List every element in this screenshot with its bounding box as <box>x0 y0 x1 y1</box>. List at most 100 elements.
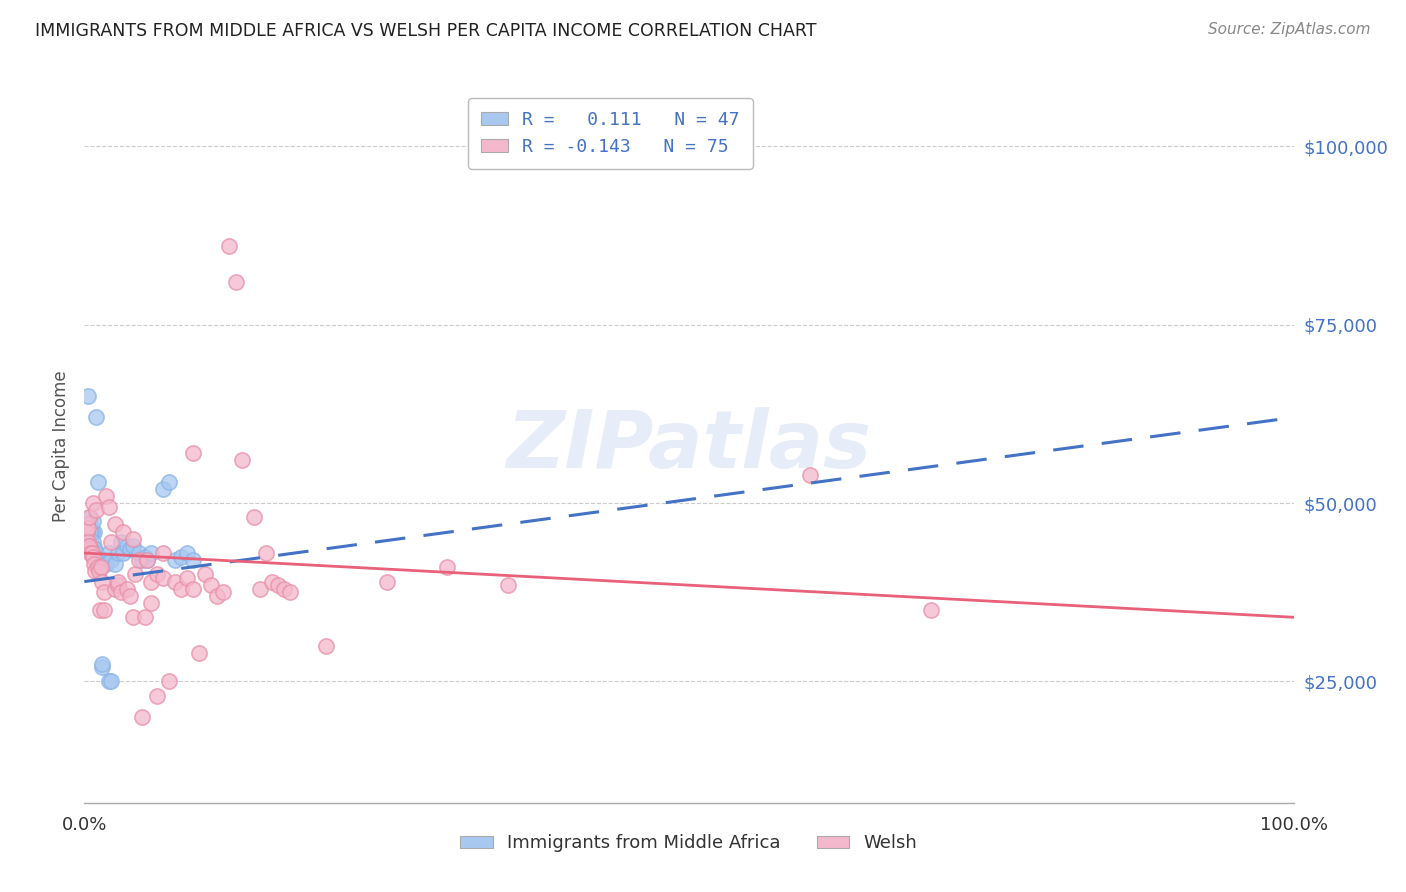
Point <box>83 549 105 564</box>
Point <box>77 539 100 553</box>
Point <box>134 610 156 624</box>
Point <box>194 567 217 582</box>
Point <box>86 546 108 560</box>
Point <box>91 657 114 671</box>
Point <box>212 585 235 599</box>
Point <box>176 546 198 560</box>
Point <box>97 674 120 689</box>
Point <box>97 500 120 514</box>
Point <box>375 574 398 589</box>
Point <box>79 542 101 557</box>
Point <box>242 510 264 524</box>
Point <box>278 585 301 599</box>
Point <box>170 582 193 596</box>
Point <box>76 524 98 539</box>
Point <box>84 564 107 578</box>
Point <box>496 578 519 592</box>
Point <box>86 475 108 489</box>
Point <box>77 535 100 549</box>
Point <box>107 574 129 589</box>
Point <box>152 571 174 585</box>
Point <box>94 489 117 503</box>
Point <box>128 553 150 567</box>
Point <box>157 475 180 489</box>
Point <box>86 553 108 567</box>
Point <box>104 557 127 571</box>
Point <box>83 524 105 539</box>
Point <box>146 689 169 703</box>
Text: IMMIGRANTS FROM MIDDLE AFRICA VS WELSH PER CAPITA INCOME CORRELATION CHART: IMMIGRANTS FROM MIDDLE AFRICA VS WELSH P… <box>35 22 817 40</box>
Point <box>80 524 103 539</box>
Point <box>136 553 159 567</box>
Point <box>218 239 240 253</box>
Point <box>207 589 229 603</box>
Point <box>128 546 150 560</box>
Point <box>200 578 222 592</box>
Point <box>267 578 290 592</box>
Point <box>799 467 821 482</box>
Point <box>86 410 108 425</box>
Point <box>112 524 135 539</box>
Point <box>83 546 105 560</box>
Point <box>110 585 132 599</box>
Point <box>89 603 111 617</box>
Point <box>77 389 100 403</box>
Point <box>139 574 162 589</box>
Point <box>77 521 100 535</box>
Point <box>181 582 204 596</box>
Point <box>82 549 104 564</box>
Legend: Immigrants from Middle Africa, Welsh: Immigrants from Middle Africa, Welsh <box>447 822 931 865</box>
Point <box>315 639 337 653</box>
Point <box>83 557 105 571</box>
Point <box>115 582 138 596</box>
Point <box>165 553 187 567</box>
Point <box>157 674 180 689</box>
Point <box>94 557 117 571</box>
Point <box>86 503 108 517</box>
Point <box>84 542 107 557</box>
Point <box>176 571 198 585</box>
Text: Source: ZipAtlas.com: Source: ZipAtlas.com <box>1208 22 1371 37</box>
Point <box>89 560 111 574</box>
Point <box>91 553 114 567</box>
Point <box>93 585 115 599</box>
Point <box>139 546 162 560</box>
Point <box>121 539 143 553</box>
Point <box>100 535 122 549</box>
Point <box>260 574 283 589</box>
Point <box>920 603 942 617</box>
Point <box>79 546 101 560</box>
Point <box>82 496 104 510</box>
Text: ZIPatlas: ZIPatlas <box>506 407 872 485</box>
Point <box>77 539 100 553</box>
Point <box>80 546 103 560</box>
Point <box>97 546 120 560</box>
Point <box>100 674 122 689</box>
Point <box>80 539 103 553</box>
Point <box>90 557 112 571</box>
Point <box>231 453 253 467</box>
Point <box>165 574 187 589</box>
Point <box>121 610 143 624</box>
Point <box>77 510 100 524</box>
Point <box>76 517 98 532</box>
Point <box>104 582 127 596</box>
Point <box>86 560 108 574</box>
Point <box>124 567 146 582</box>
Point <box>181 553 204 567</box>
Point <box>131 553 153 567</box>
Point <box>79 510 101 524</box>
Point <box>80 546 103 560</box>
Point <box>152 546 174 560</box>
Point <box>79 517 101 532</box>
Point <box>79 524 101 539</box>
Point <box>91 660 114 674</box>
Point <box>107 578 129 592</box>
Point <box>87 553 110 567</box>
Point <box>225 275 247 289</box>
Point <box>254 546 277 560</box>
Point <box>104 517 127 532</box>
Point <box>146 567 169 582</box>
Point <box>121 532 143 546</box>
Point <box>90 560 112 574</box>
